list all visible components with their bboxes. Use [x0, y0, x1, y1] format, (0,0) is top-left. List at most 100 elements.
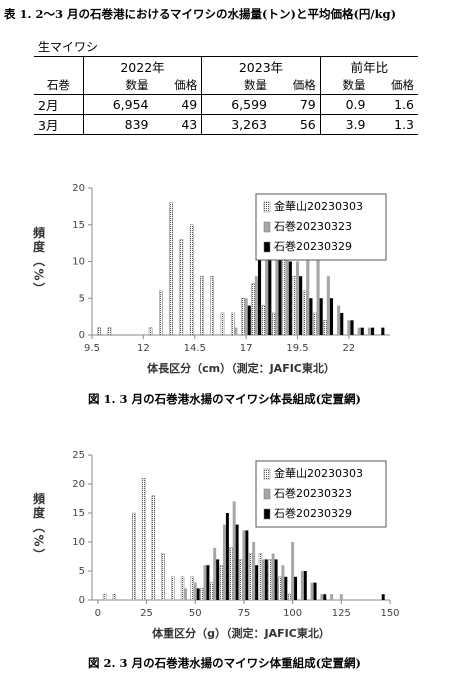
bar [330, 594, 334, 600]
legend-label: 石巻20230329 [274, 507, 352, 520]
bar [252, 542, 256, 600]
bar [200, 275, 204, 336]
legend-swatch [263, 468, 271, 480]
bar [210, 582, 214, 601]
subheader: 価格 [152, 76, 202, 95]
y-tick-label: 5 [79, 566, 85, 577]
header-group: 2023年 [201, 56, 321, 76]
y-axis-label: 頻度（%） [32, 491, 46, 562]
y-axis-label: 頻度（%） [32, 225, 46, 296]
bar [264, 559, 268, 600]
bar [313, 582, 317, 600]
bar [284, 576, 288, 600]
cell: 56 [271, 114, 321, 135]
bar [210, 275, 215, 336]
bar [97, 327, 101, 336]
cell: 1.6 [369, 94, 418, 115]
bar [381, 594, 385, 600]
x-tick-label: 25 [140, 608, 153, 619]
bar [230, 312, 235, 336]
bar [248, 553, 253, 601]
x-tick-label: 150 [380, 608, 399, 619]
legend-swatch [263, 488, 271, 500]
y-tick-label: 10 [72, 257, 85, 268]
bar [216, 559, 220, 600]
header-group: 2022年 [82, 56, 202, 76]
bar [239, 559, 243, 601]
table-title: 表 1. 2～3 月の石巻港におけるマイワシの水揚量(トン)と平均価格(円/kg… [4, 7, 397, 21]
header-group: 前年比 [319, 56, 418, 76]
bar [245, 530, 249, 600]
bar [295, 261, 300, 335]
x-tick-label: 12 [137, 343, 150, 354]
bar [350, 320, 354, 335]
y-tick-label: 25 [72, 450, 85, 461]
y-tick-label: 10 [72, 537, 85, 548]
bar [179, 239, 184, 336]
bar [235, 524, 239, 600]
x-tick-label: 125 [332, 608, 351, 619]
bar [132, 512, 136, 601]
bar [323, 594, 327, 600]
legend-box [255, 460, 387, 528]
bar [184, 588, 187, 600]
bar [219, 564, 224, 601]
row-header-label [34, 56, 84, 76]
cell: 6,954 [82, 94, 153, 115]
figure-caption: 図 1. 3 月の石巻港水揚のマイワシ体長組成(定置網) [88, 392, 361, 406]
cell: 49 [152, 94, 202, 115]
bar [347, 320, 351, 335]
legend-label: 石巻20230323 [274, 487, 352, 500]
bar [268, 239, 272, 335]
bar [241, 298, 245, 336]
bar [309, 298, 313, 335]
legend-swatch [263, 201, 271, 213]
bar [159, 290, 163, 336]
x-axis-label: 体長区分（cm）（測定：JAFIC東北） [147, 361, 335, 375]
bar [306, 232, 310, 335]
bar [360, 327, 364, 335]
x-tick-label: 75 [238, 608, 251, 619]
legend-swatch [263, 221, 271, 233]
cell: 3月 [34, 114, 84, 135]
bar [339, 594, 343, 600]
cell: 2月 [34, 94, 84, 115]
bar [323, 320, 328, 336]
bar [254, 276, 258, 335]
bar [271, 553, 275, 600]
bar [272, 312, 276, 336]
bar [303, 571, 307, 600]
bar [206, 565, 210, 600]
legend-label: 金華山20230303 [274, 199, 363, 213]
bar [180, 576, 185, 601]
bar [288, 261, 292, 335]
y-tick-label: 15 [72, 508, 85, 519]
bar [171, 576, 175, 601]
bar [112, 593, 117, 601]
y-tick-label: 5 [79, 293, 85, 304]
bar [326, 276, 330, 335]
bar [148, 327, 153, 336]
bar [234, 327, 238, 335]
legend-label: 石巻20230323 [274, 220, 352, 233]
cell: 839 [82, 114, 153, 135]
bar [242, 530, 246, 600]
cell: 6,599 [201, 94, 271, 115]
bar [220, 312, 225, 336]
legend-swatch [263, 241, 271, 253]
x-axis-label: 体重区分（g）（測定：JAFIC東北） [152, 626, 330, 640]
bar [300, 571, 304, 600]
legend-label: 金華山20230303 [274, 466, 363, 480]
bar [225, 513, 229, 600]
bar [232, 501, 236, 600]
bar [189, 224, 194, 336]
bar [313, 312, 317, 336]
bar [287, 593, 292, 601]
x-tick-label: 9.5 [84, 343, 100, 354]
x-tick-label: 22 [343, 343, 356, 354]
bar [299, 276, 303, 335]
cell: 0.9 [319, 94, 370, 115]
bar [268, 559, 272, 601]
cell: 43 [152, 114, 202, 135]
